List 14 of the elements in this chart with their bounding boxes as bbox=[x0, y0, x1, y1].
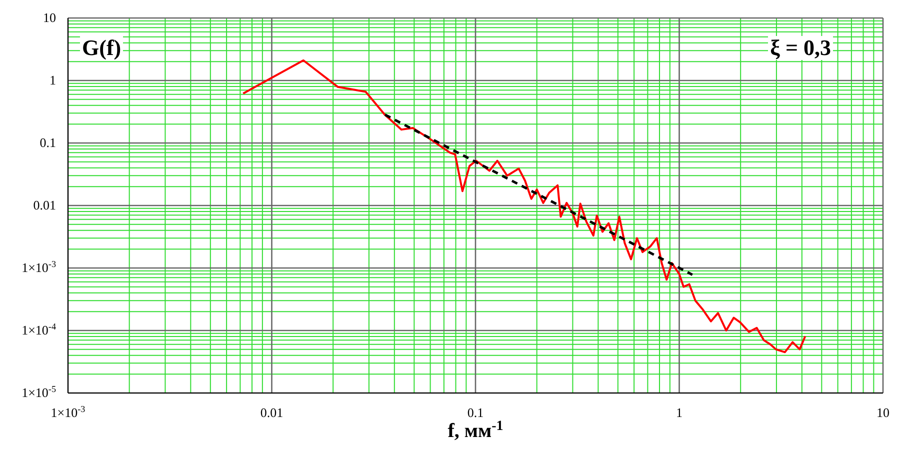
x-tick-label: 0.01 bbox=[260, 405, 284, 420]
x-tick-label: 1 bbox=[676, 405, 682, 420]
x-tick-label: 0.1 bbox=[467, 405, 484, 420]
x-axis-title: f, мм$^{-1}$ bbox=[448, 418, 504, 442]
y-tick-label: 10 bbox=[43, 10, 56, 25]
y-tick-label: 1×10$^{-5}$ bbox=[22, 384, 56, 400]
annotation: ξ = 0,3 bbox=[768, 35, 833, 60]
y-tick-label: 1×10$^{-4}$ bbox=[22, 322, 56, 338]
y-tick-label: 0.01 bbox=[33, 198, 56, 212]
y-tick-label: 0.1 bbox=[40, 135, 56, 150]
x-tick-label: 10 bbox=[876, 405, 890, 420]
y-tick-label: 1 bbox=[50, 72, 56, 88]
annotation: G(f) bbox=[80, 35, 124, 60]
y-tick-label: 1×10$^{-3}$ bbox=[22, 259, 56, 275]
